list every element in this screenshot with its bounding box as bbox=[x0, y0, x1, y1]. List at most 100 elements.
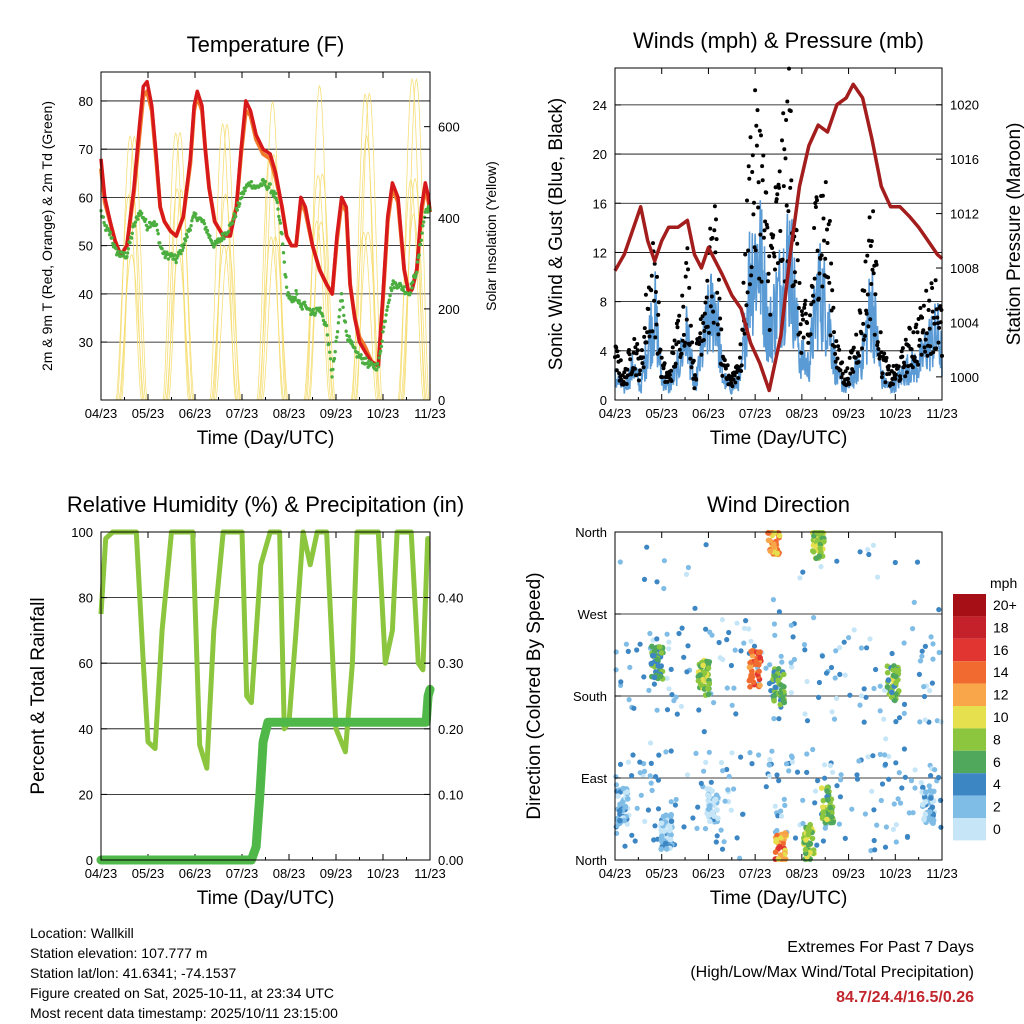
gust-point bbox=[829, 261, 834, 266]
gust-point bbox=[835, 356, 840, 361]
dewpoint-point bbox=[365, 361, 369, 366]
gust-point bbox=[886, 364, 891, 368]
direction-point bbox=[655, 806, 662, 812]
direction-point bbox=[929, 680, 936, 686]
direction-point bbox=[690, 815, 696, 821]
gust-point bbox=[714, 237, 719, 242]
direction-point bbox=[771, 621, 778, 627]
direction-point bbox=[625, 648, 631, 655]
solar-line bbox=[303, 220, 330, 401]
gust-point bbox=[643, 292, 648, 297]
gust-point bbox=[739, 369, 744, 373]
dewpoint-point bbox=[286, 291, 290, 295]
direction-point bbox=[702, 826, 709, 832]
dewpoint-point bbox=[158, 241, 162, 245]
gust-point bbox=[836, 344, 841, 349]
gust-point bbox=[907, 326, 912, 331]
direction-point bbox=[720, 768, 726, 774]
direction-point bbox=[771, 716, 777, 722]
dewpoint-point bbox=[129, 236, 134, 240]
dewpoint-point bbox=[383, 319, 387, 323]
gust-point bbox=[800, 313, 805, 317]
gust-point bbox=[624, 382, 629, 386]
panel-title: Temperature (F) bbox=[187, 32, 345, 57]
direction-point bbox=[829, 709, 835, 715]
gust-point bbox=[647, 334, 652, 339]
pressure-line bbox=[613, 82, 944, 393]
dewpoint-point bbox=[180, 248, 185, 253]
gust-point bbox=[920, 315, 925, 320]
direction-point bbox=[685, 643, 691, 649]
dewpoint-point bbox=[263, 179, 268, 184]
gust-point bbox=[702, 329, 707, 333]
gust-point bbox=[871, 271, 876, 276]
gust-point bbox=[864, 308, 869, 313]
direction-point bbox=[648, 660, 655, 667]
dewpoint-point bbox=[385, 308, 389, 312]
gust-point bbox=[665, 379, 670, 384]
gust-point bbox=[773, 267, 777, 272]
y-tick-label: 30 bbox=[79, 335, 93, 350]
direction-point bbox=[719, 846, 726, 852]
gust-point bbox=[687, 342, 692, 347]
dewpoint-point bbox=[276, 207, 280, 211]
direction-point bbox=[805, 831, 812, 838]
plot-border bbox=[100, 71, 431, 401]
gust-point bbox=[754, 143, 759, 148]
gust-point bbox=[653, 290, 658, 294]
direction-point bbox=[703, 542, 709, 548]
gust-point bbox=[930, 309, 935, 314]
gust-point bbox=[934, 307, 939, 312]
direction-point bbox=[833, 695, 840, 702]
gust-point bbox=[812, 226, 817, 230]
direction-point bbox=[697, 672, 703, 678]
gust-point bbox=[775, 261, 780, 266]
dewpoint-point bbox=[331, 367, 335, 372]
gust-point bbox=[759, 133, 763, 138]
gust-point bbox=[808, 332, 813, 337]
gust-point bbox=[884, 355, 889, 360]
gust-point bbox=[755, 108, 760, 113]
direction-point bbox=[919, 648, 925, 654]
direction-point bbox=[774, 827, 780, 834]
gust-point bbox=[773, 185, 778, 190]
direction-point bbox=[788, 622, 794, 628]
gust-point bbox=[637, 372, 642, 377]
direction-point bbox=[621, 817, 627, 824]
direction-point bbox=[901, 746, 908, 752]
dewpoint-point bbox=[359, 353, 363, 357]
gust-point bbox=[758, 232, 763, 237]
gust-point bbox=[757, 276, 762, 281]
dewpoint-point bbox=[172, 253, 177, 257]
gust-point bbox=[771, 251, 776, 256]
gust-point bbox=[823, 180, 828, 185]
direction-point bbox=[772, 632, 778, 638]
dewpoint-point bbox=[266, 185, 271, 190]
gust-point bbox=[832, 344, 837, 349]
direction-point bbox=[786, 768, 792, 774]
direction-point bbox=[849, 806, 855, 812]
gust-point bbox=[781, 184, 786, 189]
direction-point bbox=[901, 640, 907, 646]
x-tick-label: 05/23 bbox=[132, 406, 165, 421]
solar-line bbox=[400, 213, 427, 401]
y-tick-label: 50 bbox=[79, 239, 93, 254]
dewpoint-point bbox=[261, 177, 265, 182]
gust-point bbox=[684, 261, 689, 265]
dewpoint-point bbox=[174, 260, 178, 265]
direction-point bbox=[897, 800, 904, 806]
direction-point bbox=[618, 679, 624, 685]
dewpoint-point bbox=[308, 308, 312, 312]
gust-point bbox=[813, 205, 818, 209]
gust-point bbox=[781, 111, 786, 116]
direction-point bbox=[641, 674, 647, 680]
dewpoint-point bbox=[377, 356, 381, 360]
x-tick-label: 04/23 bbox=[85, 406, 118, 421]
direction-point bbox=[842, 835, 848, 842]
direction-point bbox=[892, 697, 898, 704]
direction-point bbox=[827, 804, 833, 811]
gust-point bbox=[787, 66, 791, 71]
solar-line bbox=[162, 131, 189, 401]
direction-point bbox=[767, 548, 774, 554]
colorbar-label: 16 bbox=[993, 642, 1009, 658]
